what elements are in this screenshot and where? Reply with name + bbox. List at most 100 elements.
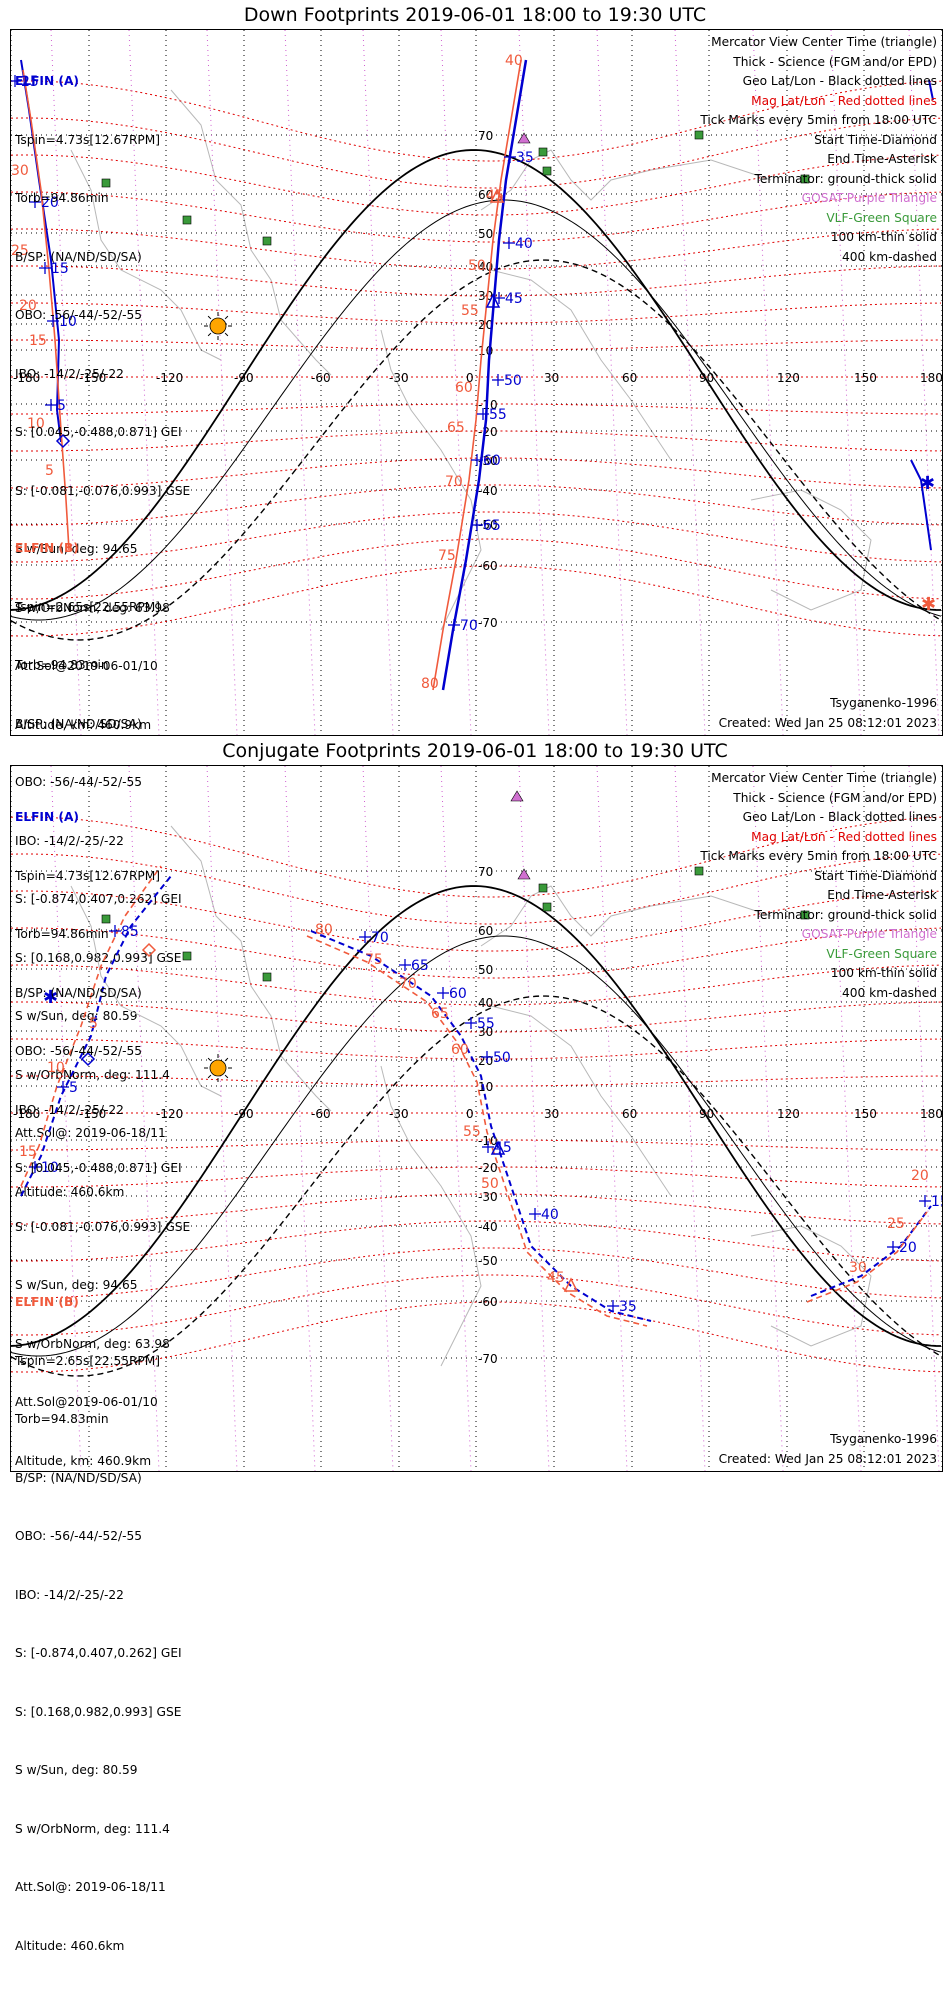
info-line: B/SP: (NA/ND/SD/SA) — [15, 985, 142, 1000]
track-label: 45 — [547, 1270, 565, 1286]
mag-parallel — [11, 853, 942, 925]
info-line: S w/Sun, deg: 94.65 — [15, 542, 138, 556]
mag-parallel — [11, 154, 942, 216]
info-line: S w/OrbNorm, deg: 111.4 — [15, 1821, 170, 1836]
legend-item: Geo Lat/Lon - Black dotted lines — [742, 74, 937, 88]
coastline — [490, 1005, 672, 1197]
legend: Mercator View Center Time (triangle) Thic… — [700, 769, 937, 1003]
vlf-square — [182, 951, 192, 961]
lat-label: 70 — [478, 129, 493, 143]
elfin-b-track — [432, 59, 522, 691]
lat-label: 60 — [478, 924, 493, 938]
lon-label: 120 — [777, 1107, 800, 1121]
mag-parallel — [11, 1038, 942, 1060]
lat-label: -20 — [478, 425, 498, 439]
legend-item: Mercator View Center Time (triangle) — [711, 771, 937, 785]
track-label: 65 — [447, 420, 465, 436]
track-label: 60 — [483, 453, 501, 469]
lon-label: 120 — [777, 371, 800, 385]
elfin-a-track — [928, 79, 934, 101]
track-label: 20 — [911, 1168, 929, 1184]
info-line: S: [-0.081,-0.076,0.993] GSE — [15, 483, 191, 498]
legend-item: Tick Marks every 5min from 18:00 UTC — [700, 849, 937, 863]
legend-item: Terminator: ground-thick solid — [754, 907, 937, 922]
lon-label: 60 — [622, 1107, 637, 1121]
mag-parallel — [11, 1220, 942, 1262]
info-line: Att.Sol@2019-06-01/10 — [15, 659, 158, 673]
elfin-b-track — [20, 865, 162, 1187]
panel-title: Down Footprints 2019-06-01 18:00 to 19:3… — [243, 4, 707, 26]
info-line: Tspin=2.65s[22.55RPM] — [15, 1353, 161, 1368]
lon-label: -180 — [13, 371, 40, 385]
map-panel-down: -180 -150 -120 -90 -60 -30 0 30 60 90 120 150 180 70 6… — [10, 29, 943, 1199]
info-line: Altitude, km: 460.9km — [15, 1453, 152, 1468]
lon-label: -60 — [311, 371, 331, 385]
mag-parallel — [11, 1001, 942, 1033]
info-line: S: [0.168,0.982,0.993] GSE — [15, 950, 182, 965]
sun-ray — [224, 332, 229, 337]
track-label: 40 — [515, 236, 533, 252]
info-line: OBO: -56/-44/-52/-55 — [15, 1044, 143, 1058]
sun-ray — [207, 1074, 212, 1079]
end-asterisk: ✱ — [920, 473, 935, 494]
lat-label: 30 — [478, 289, 493, 303]
lon-label: -120 — [156, 371, 183, 385]
sun-ray — [207, 332, 212, 337]
info-line: S w/OrbNorm, deg: 63.98 — [15, 600, 170, 615]
track-label: 15 — [29, 333, 47, 349]
track-label: 35 — [619, 1299, 637, 1315]
mag-parallel — [11, 228, 942, 270]
track-label: 10 — [41, 1160, 59, 1176]
info-line: B/SP: (NA/ND/SD/SA) — [15, 249, 142, 264]
vlf-square — [182, 215, 192, 225]
info-line: Torb=94.86min — [15, 191, 109, 205]
mag-parallel — [11, 1139, 942, 1151]
mag-parallel — [11, 1301, 942, 1373]
track-label: 55 — [461, 303, 479, 319]
lon-label: -180 — [13, 1107, 40, 1121]
mag-parallel — [11, 80, 942, 162]
track-label: 25 — [887, 1216, 905, 1232]
start-diamond — [80, 1051, 96, 1067]
coastline — [490, 269, 672, 461]
lat-label: -70 — [478, 1352, 498, 1366]
track-label: 35 — [516, 150, 534, 166]
track-label: 15 — [19, 1144, 37, 1160]
sun-ray — [207, 1057, 212, 1062]
info-line: B/SP: (NA/ND/SD/SA) — [15, 1470, 142, 1485]
lat-label: -50 — [478, 1254, 498, 1268]
track-label: 55 — [477, 1016, 495, 1032]
track-label: 50 — [504, 373, 522, 389]
lon-label: -60 — [311, 1107, 331, 1121]
map-canvas: -180 -150 -120 -90 -60 -30 0 30 60 90 120 150 180706… — [11, 30, 942, 735]
map-panel-conjugate: -180 -150 -120 -90 -60 -30 0 30 60 90 120 150 180 70 6… — [10, 765, 943, 1953]
elfin-a-name: ELFIN (A) — [15, 74, 79, 88]
mag-parallel — [11, 511, 942, 563]
mag-parallel — [11, 1274, 942, 1336]
lon-label: 180 — [920, 1107, 942, 1121]
track-label: 55 — [463, 1124, 481, 1140]
lon-label: -30 — [389, 371, 409, 385]
sun-ray — [224, 1074, 229, 1079]
info-line: Altitude: 460.6km — [15, 1184, 125, 1199]
lat-label: 60 — [478, 188, 493, 202]
elfin-b-info: ELFIN (B) Tspin=2.65s[22.55RPM] Torb=94.… — [15, 500, 182, 1241]
info-line: Torb=94.83min — [15, 658, 109, 672]
info-line: Altitude, km: 460.9km — [15, 717, 152, 732]
mag-parallel — [11, 302, 942, 324]
terminator-100km — [11, 935, 942, 1357]
track-label: 15 — [931, 1194, 942, 1210]
track-label: 20 — [899, 1240, 917, 1256]
sun-icon — [209, 1059, 227, 1077]
track-label: 5 — [45, 463, 54, 479]
info-line: B/SP: (NA/ND/SD/SA) — [15, 716, 142, 731]
track-label: 10 — [27, 416, 45, 432]
lat-label: 10 — [478, 1080, 493, 1094]
track-label: 5 — [57, 398, 66, 414]
lon-label: -90 — [234, 371, 254, 385]
coastline — [380, 1065, 482, 1367]
lon-label: 150 — [854, 1107, 877, 1121]
vlf-square — [101, 914, 111, 924]
legend-item: End Time-Asterisk — [827, 888, 937, 902]
lat-label: 50 — [478, 963, 493, 977]
